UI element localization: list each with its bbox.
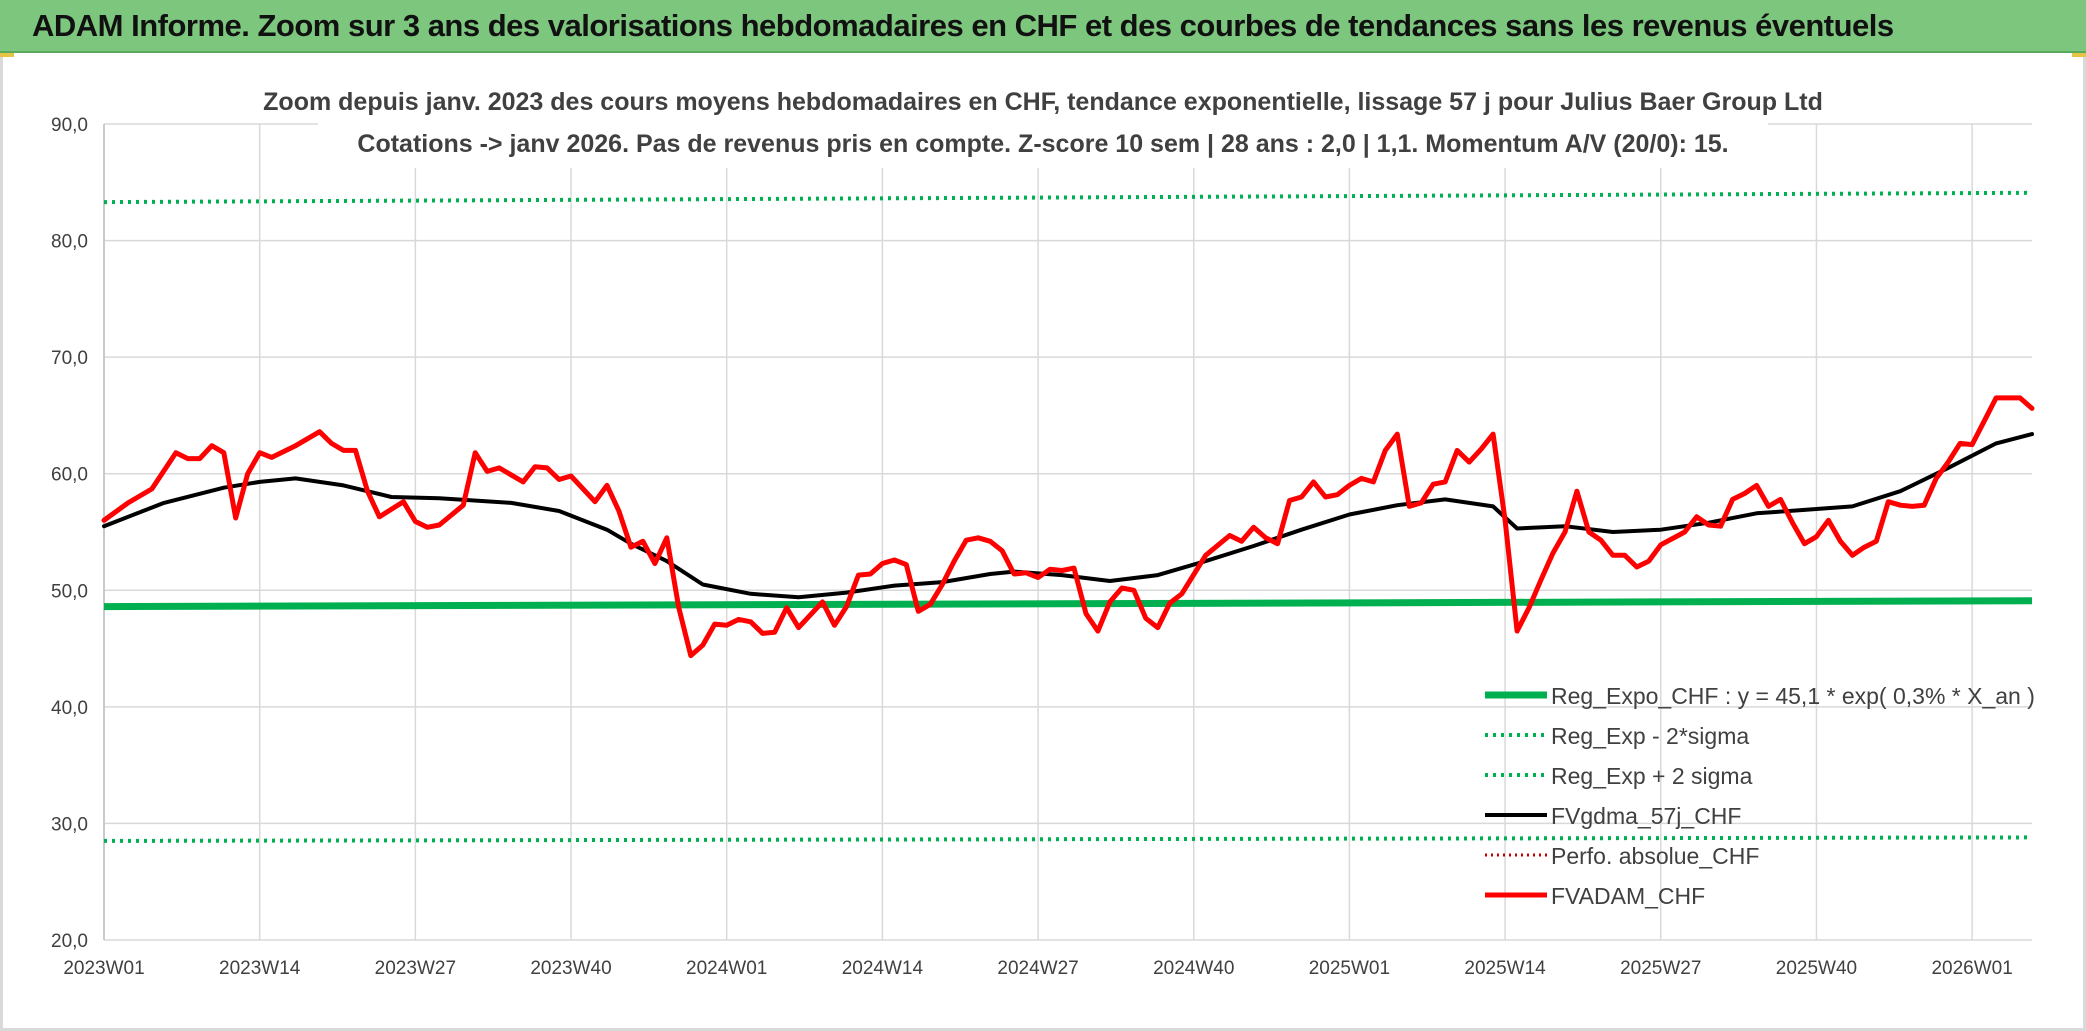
x-tick-label: 2023W01 xyxy=(63,958,144,979)
y-tick-label: 20,0 xyxy=(51,931,88,952)
legend-label: FVADAM_CHF xyxy=(1551,883,1705,909)
y-tick-label: 30,0 xyxy=(51,814,88,835)
x-tick-label: 2026W01 xyxy=(1931,958,2012,979)
chart-legend: Reg_Expo_CHF : y = 45,1 * exp( 0,3% * X_… xyxy=(1485,683,2035,909)
y-tick-label: 70,0 xyxy=(51,348,88,369)
legend-label: FVgdma_57j_CHF xyxy=(1551,803,1741,829)
grid-lines xyxy=(103,123,2032,941)
x-tick-label: 2023W27 xyxy=(375,958,456,979)
y-tick-label: 40,0 xyxy=(51,698,88,719)
chart-title-line-2: Cotations -> janv 2026. Pas de revenus p… xyxy=(357,130,1728,158)
chart-frame xyxy=(0,53,2086,1031)
x-tick-label: 2024W01 xyxy=(686,958,767,979)
x-tick-label: 2024W14 xyxy=(842,958,924,979)
series-fvgdma-57j xyxy=(102,432,2034,600)
series-reg-exp-plus-2sigma xyxy=(103,190,2033,205)
x-tick-label: 2025W40 xyxy=(1776,958,1857,979)
line-chart: Zoom depuis janv. 2023 des cours moyens … xyxy=(51,76,2035,979)
x-tick-label: 2025W27 xyxy=(1620,958,1701,979)
report-banner: ADAM Informe. Zoom sur 3 ans des valoris… xyxy=(0,0,2086,53)
y-tick-label: 60,0 xyxy=(51,465,88,486)
report-title: ADAM Informe. Zoom sur 3 ans des valoris… xyxy=(32,8,1894,43)
y-tick-label: 80,0 xyxy=(51,232,88,253)
x-tick-label: 2025W01 xyxy=(1309,958,1390,979)
y-tick-label: 90,0 xyxy=(51,115,88,136)
series-reg-exp-minus-2sigma xyxy=(103,835,2033,843)
y-tick-label: 50,0 xyxy=(51,581,88,602)
chart-title-background xyxy=(318,76,1768,168)
series-reg-expo xyxy=(103,597,2033,611)
series-fvadam xyxy=(101,395,2035,659)
legend-label: Perfo. absolue_CHF xyxy=(1551,843,1759,869)
legend-label: Reg_Expo_CHF : y = 45,1 * exp( 0,3% * X_… xyxy=(1551,683,2035,709)
series-lines xyxy=(101,190,2035,843)
frame-corner-mark-left xyxy=(0,53,14,57)
chart-title-line-1: Zoom depuis janv. 2023 des cours moyens … xyxy=(263,88,1823,116)
legend-label: Reg_Exp + 2 sigma xyxy=(1551,763,1753,789)
legend-label: Reg_Exp - 2*sigma xyxy=(1551,723,1749,749)
x-tick-label: 2025W14 xyxy=(1464,958,1546,979)
x-tick-label: 2024W27 xyxy=(997,958,1078,979)
x-tick-label: 2024W40 xyxy=(1153,958,1234,979)
frame-corner-mark-right xyxy=(2072,53,2086,57)
axis-labels: 20,0 30,0 40,0 50,0 60,0 70,0 80,0 90,0 2023W01 2… xyxy=(51,115,2013,979)
x-tick-label: 2023W14 xyxy=(219,958,301,979)
x-tick-label: 2023W40 xyxy=(530,958,611,979)
